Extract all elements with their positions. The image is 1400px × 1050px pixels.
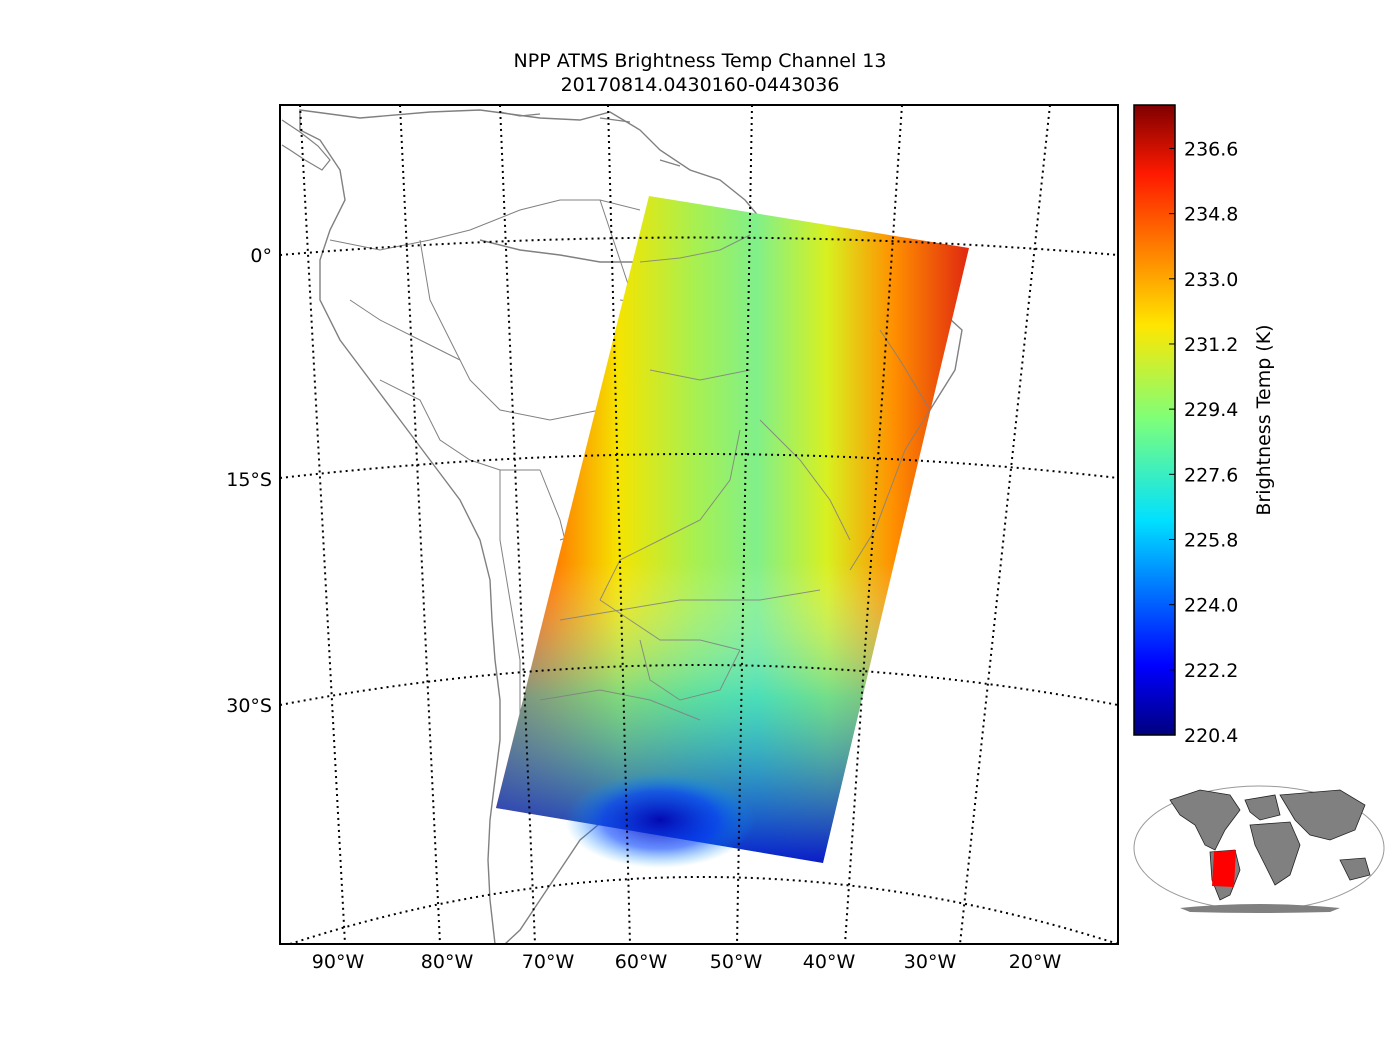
lon-label-30w: 30°W [904, 951, 957, 973]
map-title: NPP ATMS Brightness Temp Channel 13 [513, 50, 887, 72]
map-panel [280, 105, 1118, 944]
lon-label-90w: 90°W [312, 951, 365, 973]
inset-europe [1244, 794, 1281, 821]
colorbar-tick-label: 231.2 [1184, 334, 1238, 356]
colorbar-gradient [1133, 104, 1176, 736]
swath-country-borders [539, 234, 931, 721]
lon-label-70w: 70°W [522, 951, 575, 973]
lon-label-50w: 50°W [710, 951, 763, 973]
inset-antarctica [1180, 904, 1340, 913]
inset-swath-highlight [1212, 850, 1236, 887]
colorbar-tick-label: 225.8 [1184, 529, 1238, 551]
colorbar-tick-label: 236.6 [1184, 138, 1238, 160]
colorbar-tick-label: 220.4 [1184, 725, 1238, 747]
colorbar: 236.6 234.8 233.0 231.2 229.4 227.6 225.8 224.0… [1133, 104, 1275, 747]
lon-label-80w: 80°W [421, 951, 474, 973]
colorbar-tick-label: 222.2 [1184, 660, 1238, 682]
lon-label-60w: 60°W [615, 951, 668, 973]
central-america-coastline [281, 119, 331, 171]
map-subtitle: 20170814.0430160-0443036 [560, 74, 840, 96]
colorbar-tick-label: 233.0 [1184, 269, 1238, 291]
inset-australia [1339, 857, 1371, 881]
caribbean-islands [499, 111, 681, 167]
lat-label-0: 0° [250, 245, 272, 267]
graticule [280, 105, 1118, 944]
lon-label-40w: 40°W [803, 951, 856, 973]
inset-africa [1249, 821, 1301, 886]
colorbar-ticks: 236.6 234.8 233.0 231.2 229.4 227.6 225.8 224.0… [1169, 138, 1238, 747]
inset-north-america [1169, 789, 1241, 851]
colorbar-tick-label: 227.6 [1184, 464, 1238, 486]
colorbar-tick-label: 229.4 [1184, 399, 1238, 421]
inset-asia [1279, 789, 1366, 841]
inset-world-map [1133, 785, 1385, 913]
colorbar-tick-label: 224.0 [1184, 595, 1238, 617]
colorbar-tick-label: 234.8 [1184, 204, 1238, 226]
lat-label-30s: 30°S [226, 695, 272, 717]
lat-label-15s: 15°S [226, 469, 272, 491]
colorbar-label: Brightness Temp (K) [1253, 324, 1275, 515]
lon-label-20w: 20°W [1009, 951, 1062, 973]
atms-swath [496, 196, 969, 868]
map-frame [279, 104, 1119, 945]
